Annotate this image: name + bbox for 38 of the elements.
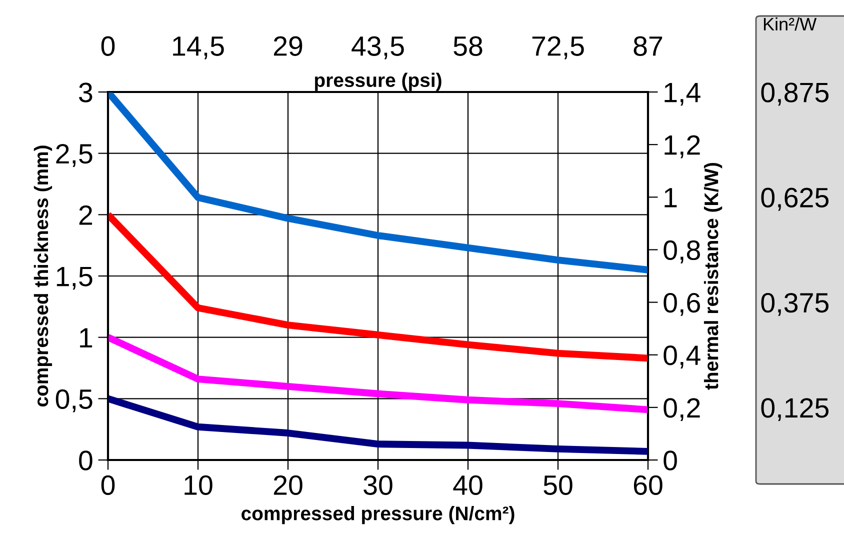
y2-tick-label: 1,4 <box>664 82 700 106</box>
x-axis-title: compressed pressure (N/cm²) <box>242 506 514 524</box>
y-tick-label: 1,5 <box>56 266 92 290</box>
y3-tick-label: 0,625 <box>761 188 829 211</box>
x-tick-label: 20 <box>274 475 302 495</box>
x-tick-label: 0 <box>101 475 115 495</box>
x2-tick-label: 43,5 <box>352 36 404 60</box>
x-tick-label: 60 <box>634 475 662 495</box>
y3-tick-label: 0,375 <box>761 292 829 316</box>
x2-tick-label: 29 <box>274 36 302 56</box>
y2-tick-label: 0,6 <box>664 292 700 316</box>
x2-tick-label: 0 <box>101 36 115 56</box>
y-tick-label: 0 <box>79 450 92 470</box>
x-tick-label: 50 <box>544 475 572 495</box>
y2-axis-title: thermal resistance (K/W) <box>704 162 722 390</box>
y3-tick-label: 0,875 <box>761 82 829 106</box>
x2-tick-label: 87 <box>634 36 662 56</box>
y-axis-title: compressed thickness (mm) <box>34 146 52 407</box>
x2-tick-label: 14,5 <box>173 36 224 60</box>
y-tick-label: 2 <box>79 205 92 225</box>
y3-axis-title: Kin²/W <box>764 17 817 31</box>
y-tick-label: 0,5 <box>56 389 92 412</box>
x-tick-label: 30 <box>364 475 392 495</box>
x2-tick-label: 72,5 <box>532 36 584 60</box>
y2-tick-label: 0,8 <box>664 240 700 264</box>
y-tick-label: 1 <box>80 328 92 348</box>
y2-tick-label: 1,2 <box>664 135 700 158</box>
y2-tick-label: 0,4 <box>664 346 700 368</box>
x-tick-label: 10 <box>184 475 212 495</box>
x2-axis-title: pressure (psi) <box>314 72 442 91</box>
y2-tick-label: 1 <box>664 188 677 208</box>
x-tick-label: 40 <box>453 475 482 495</box>
y-tick-label: 3 <box>79 82 92 102</box>
x2-tick-label: 58 <box>454 36 482 56</box>
y-tick-label: 2,5 <box>56 144 92 167</box>
y2-tick-label: 0,2 <box>664 398 700 422</box>
y2-tick-label: 0 <box>664 450 677 470</box>
y3-tick-label: 0,125 <box>761 398 829 422</box>
